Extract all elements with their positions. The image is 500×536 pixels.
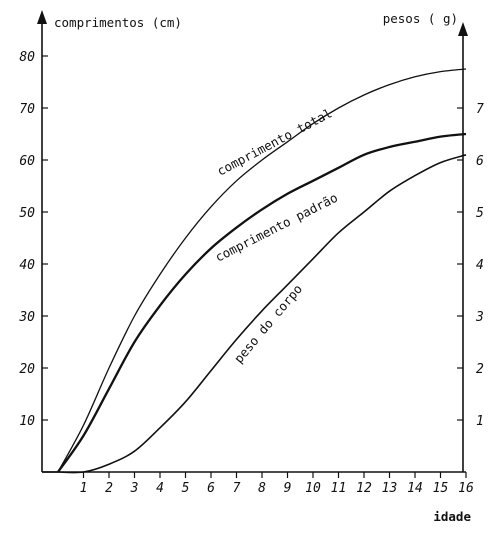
x-tick-label: 4 [156, 481, 164, 496]
x-tick-label: 15 [433, 481, 449, 496]
left-y-tick-label: 60 [19, 154, 35, 169]
right-y-ticks: 1 2 3 4 5 6 7 [457, 102, 484, 429]
right-y-tick-label: 7 [476, 102, 484, 117]
left-y-axis-arrow [37, 10, 47, 24]
axes [37, 10, 468, 473]
right-y-tick-label: 2 [476, 362, 484, 377]
x-tick-label: 12 [356, 481, 372, 496]
right-y-axis-arrow [458, 22, 468, 36]
x-tick-label: 14 [407, 481, 423, 496]
x-tick-label: 9 [284, 481, 292, 496]
left-y-tick-label: 30 [18, 310, 35, 325]
right-y-tick-label: 4 [476, 258, 484, 273]
x-axis-title: idade [433, 509, 471, 524]
x-tick-label: 2 [105, 481, 113, 496]
left-y-ticks: 10 20 30 40 50 60 70 80 [18, 50, 48, 429]
x-tick-label: 3 [130, 481, 139, 496]
right-y-tick-label: 6 [476, 154, 484, 169]
curves [42, 68, 467, 474]
x-tick-label: 11 [331, 481, 347, 496]
left-y-tick-label: 50 [19, 206, 35, 221]
series-line-comprimento-padrao [57, 132, 467, 473]
left-y-axis-title: comprimentos (cm) [54, 15, 182, 30]
left-y-tick-label: 20 [19, 362, 35, 377]
series-label-comprimento-total: comprimento total [214, 105, 334, 178]
left-y-tick-label: 70 [19, 102, 35, 117]
x-tick-label: 7 [233, 481, 241, 496]
x-ticks: 1 2 3 4 5 6 7 8 9 10 11 12 13 14 15 16 [80, 472, 474, 496]
right-y-tick-label: 3 [475, 310, 484, 325]
right-y-tick-label: 5 [476, 206, 484, 221]
left-y-tick-label: 10 [19, 414, 35, 429]
x-tick-label: 10 [305, 481, 321, 496]
series-line-peso-do-corpo [57, 154, 467, 474]
left-y-tick-label: 40 [19, 258, 35, 273]
left-y-tick-label: 80 [19, 50, 35, 65]
series-line-comprimento-total [57, 68, 467, 473]
x-tick-label: 8 [258, 481, 266, 496]
series-label-peso-do-corpo: peso do corpo [231, 281, 305, 366]
right-y-tick-label: 1 [476, 414, 484, 429]
x-tick-label: 16 [458, 481, 474, 496]
x-tick-label: 5 [182, 481, 190, 496]
x-tick-label: 1 [80, 481, 88, 496]
right-y-axis-title: pesos ( g) [383, 11, 458, 26]
x-tick-label: 6 [207, 481, 215, 496]
x-tick-label: 13 [382, 481, 398, 496]
